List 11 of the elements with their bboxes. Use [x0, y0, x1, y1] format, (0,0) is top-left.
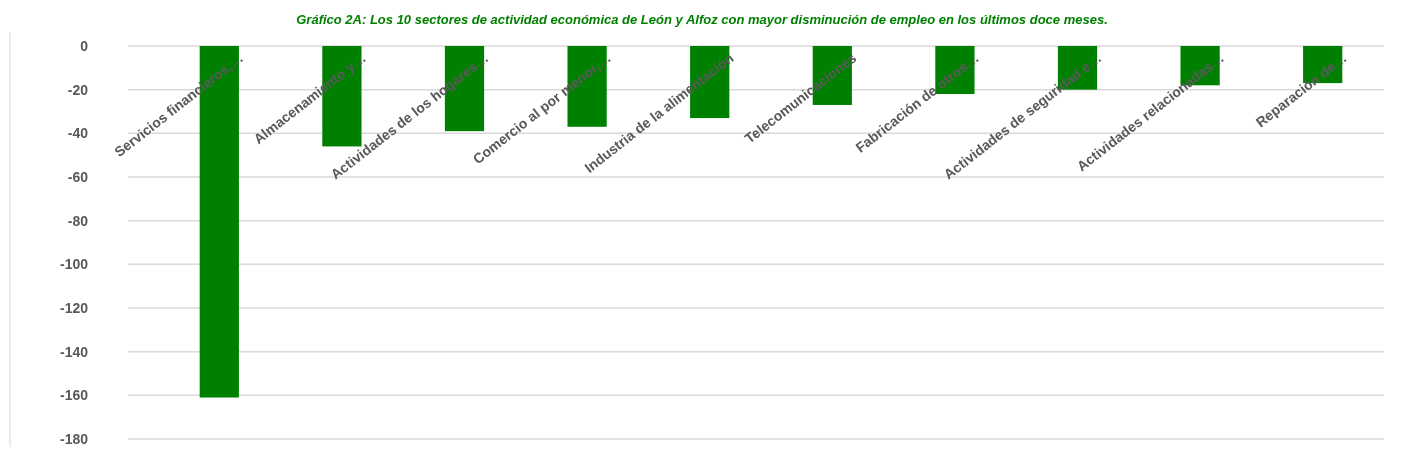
y-tick-label: -140: [59, 343, 89, 360]
chart-title: Gráfico 2A: Los 10 sectores de actividad económica de León y Alfoz con mayor disminución de empleo en los últimos doce meses.: [296, 12, 1108, 27]
y-tick-label: 0: [80, 37, 89, 54]
y-tick-label: -100: [59, 256, 89, 273]
y-tick-label: -20: [67, 81, 89, 98]
y-tick-label: -80: [67, 212, 89, 229]
y-tick-label: -120: [59, 299, 89, 316]
y-tick-label: -180: [59, 430, 89, 447]
y-tick-label: -160: [59, 387, 89, 404]
y-tick-label: -60: [67, 168, 89, 185]
y-tick-label: -40: [67, 125, 89, 142]
